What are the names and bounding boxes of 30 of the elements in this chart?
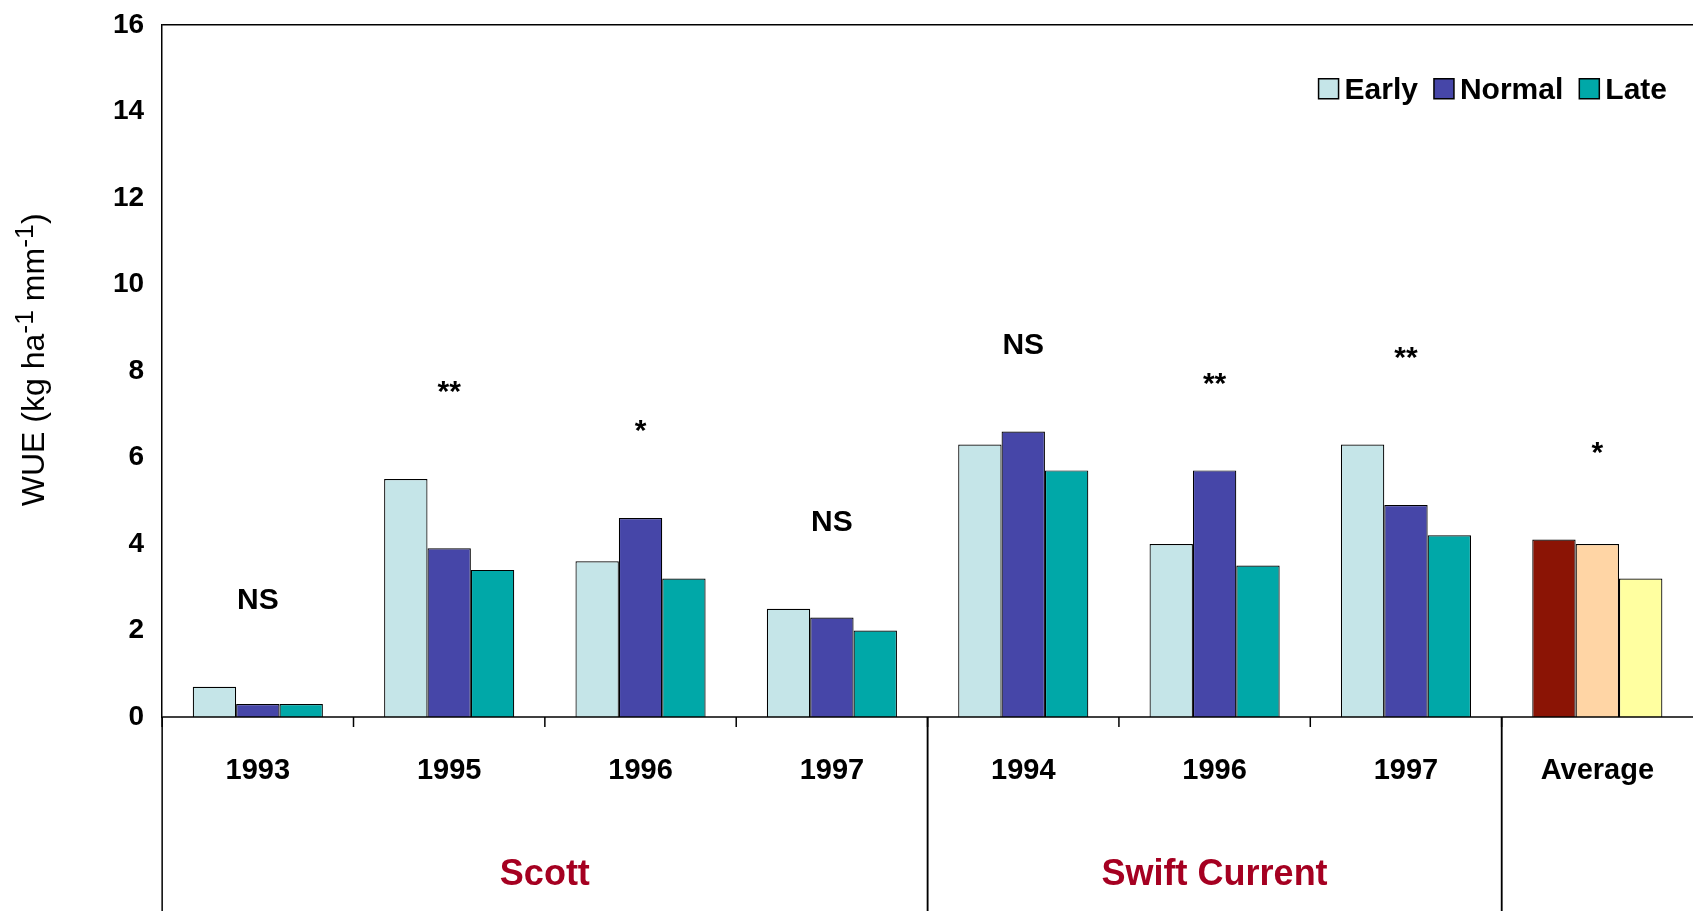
y-tick-label: 14 [112,94,145,126]
y-tick-label: 0 [128,699,145,731]
annotation: NS [811,504,853,538]
annotation: * [634,413,647,447]
annotation: NS [1002,326,1045,360]
annotation: ** [1202,365,1227,399]
y-tick-label: 16 [112,7,145,39]
y-tick-label: 12 [112,180,145,212]
text: Scott [499,851,590,893]
x-tick-label: 1997 [1373,753,1439,785]
legend-label: Normal [1459,72,1564,106]
x-tick-label: 1997 [799,753,865,785]
y-tick-label: 8 [128,353,145,385]
y-tick-label: 4 [128,526,145,558]
x-tick-label: 1995 [416,753,482,785]
text: Swift Current [1101,851,1328,893]
y-tick-label: 10 [112,267,145,299]
x-tick-label: 1994 [990,753,1056,785]
annotation: ** [437,374,462,408]
x-tick-label: 1993 [225,753,291,785]
x-tick-label: 1996 [1182,753,1247,785]
annotation: * [1591,434,1604,468]
legend-label: Early [1344,72,1419,106]
y-tick-label: 6 [128,440,145,472]
y-tick-label: 2 [128,613,145,645]
annotation: NS [236,581,279,615]
x-tick-label: Average [1540,753,1655,785]
legend-label: Late [1605,72,1667,106]
annotation: ** [1394,339,1418,373]
x-tick-label: 1996 [608,753,673,785]
